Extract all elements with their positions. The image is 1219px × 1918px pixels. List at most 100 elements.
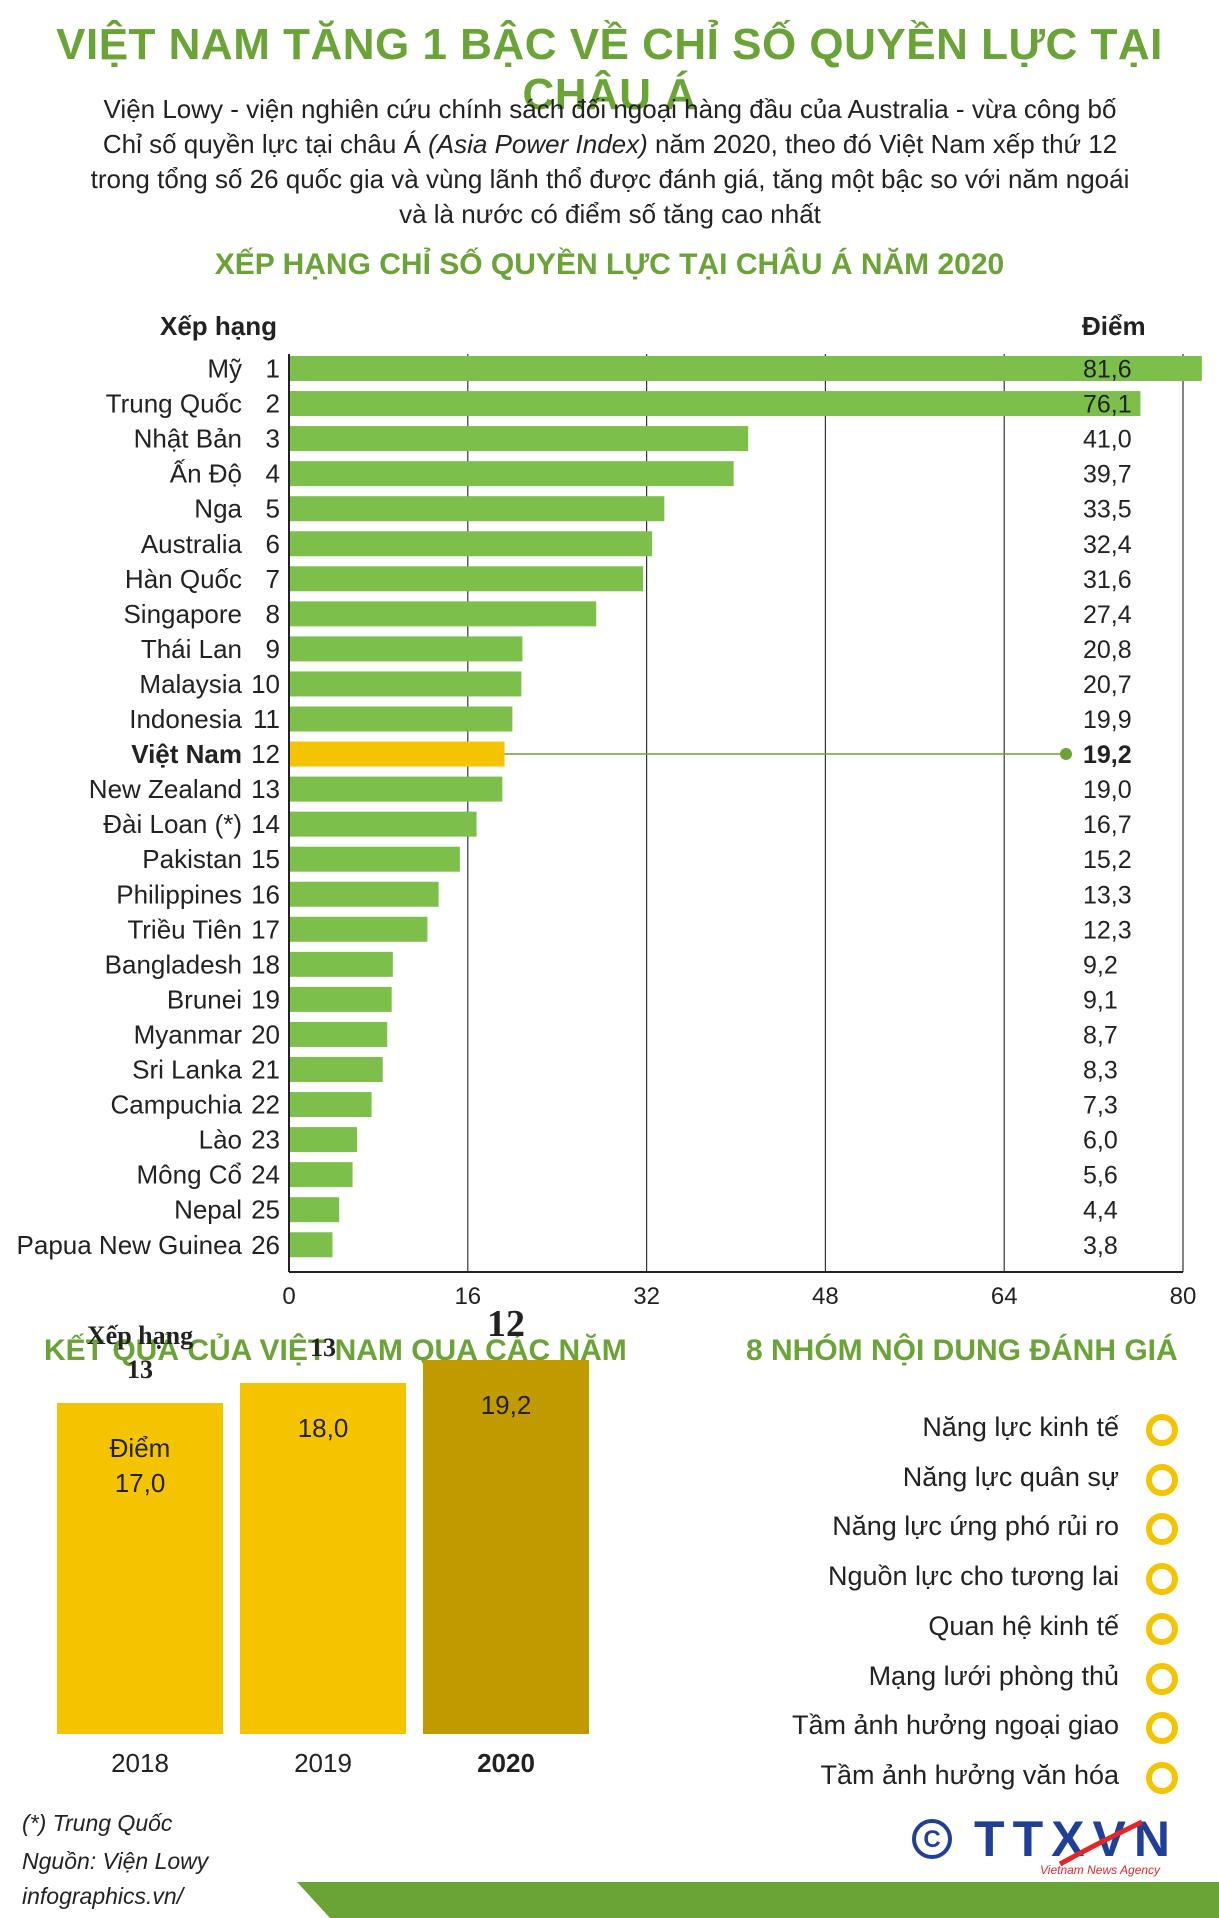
country-label: Philippines (116, 879, 242, 909)
value-label: 15,2 (1083, 846, 1132, 874)
group-item: Nguồn lực cho tương lai (827, 1561, 1119, 1592)
bar (290, 986, 392, 1012)
intro-line-3: trong tổng số 26 quốc gia và vùng lãnh t… (90, 164, 1130, 194)
country-label: Malaysia (139, 669, 242, 699)
year-rank: 12 (487, 1302, 525, 1345)
intro-line-1: Viện Lowy - viện nghiên cứu chính sách đ… (103, 94, 1117, 124)
country-label: Nepal (174, 1195, 242, 1225)
value-label: 3,8 (1083, 1232, 1118, 1260)
rank-label: 5 (266, 494, 280, 524)
bar (290, 1021, 388, 1047)
rank-label: 15 (251, 844, 280, 874)
x-tick-label: 16 (454, 1283, 481, 1310)
year-score: 19,2 (423, 1388, 589, 1423)
country-label: New Zealand (89, 774, 242, 804)
footer-bar-cut (0, 1882, 330, 1918)
value-label: 33,5 (1083, 496, 1132, 524)
year-label: 2018 (111, 1748, 169, 1778)
chart-title: XẾP HẠNG CHỈ SỐ QUYỀN LỰC TẠI CHÂU Á NĂM… (214, 248, 1005, 281)
country-label: Myanmar (134, 1019, 243, 1049)
rank-label: 18 (251, 949, 280, 979)
bar (290, 496, 665, 522)
country-label: Việt Nam (131, 739, 242, 769)
country-label: Australia (141, 529, 243, 559)
bar (290, 951, 393, 977)
intro-line-2a: Chỉ số quyền lực tại châu Á (102, 129, 429, 159)
year-bar: 19,2 (423, 1359, 589, 1734)
value-label: 19,9 (1083, 706, 1132, 734)
bar (290, 1197, 340, 1223)
country-label: Bangladesh (105, 949, 242, 979)
year-rank: 13 (310, 1333, 336, 1362)
value-label: 31,6 (1083, 566, 1132, 594)
x-tick-label: 48 (812, 1283, 839, 1310)
rank-value: 13 (127, 1354, 153, 1384)
value-label: 6,0 (1083, 1127, 1118, 1155)
year-label: 2019 (294, 1748, 352, 1778)
country-label: Thái Lan (141, 634, 242, 664)
rank-label: 17 (251, 914, 280, 944)
rank-label: 8 (266, 599, 280, 629)
group-bullet-icon (1146, 1513, 1178, 1546)
rank-label: 13 (251, 774, 280, 804)
value-label: 13,3 (1083, 881, 1132, 909)
rank-label: 9 (266, 634, 280, 664)
year-label: 2020 (477, 1748, 535, 1778)
score-value: 18,0 (297, 1413, 349, 1443)
bar (290, 846, 460, 872)
score-column-header: Điểm (1082, 311, 1146, 341)
intro-line-2i: (Asia Power Index) (428, 129, 648, 159)
country-label: Brunei (167, 984, 242, 1014)
value-label: 32,4 (1083, 531, 1132, 559)
country-label: Singapore (123, 599, 242, 629)
x-tick-label: 32 (633, 1283, 660, 1310)
value-label: 27,4 (1083, 601, 1132, 629)
svg-text:C: C (923, 1826, 940, 1853)
intro-text: Viện Lowy - viện nghiên cứu chính sách đ… (60, 92, 1160, 232)
bar (290, 636, 523, 662)
group-item: Năng lực kinh tế (922, 1412, 1119, 1442)
group-item: Quan hệ kinh tế (928, 1610, 1119, 1641)
year-score: 18,0 (240, 1411, 406, 1446)
country-label: Campuchia (110, 1090, 242, 1120)
country-label: Triều Tiên (127, 914, 242, 944)
x-tick-label: 80 (1170, 1283, 1197, 1310)
rank-column-header: Xếp hạng (160, 311, 278, 341)
value-label: 20,7 (1083, 671, 1132, 699)
bar (290, 776, 503, 802)
bar (290, 671, 522, 697)
country-label: Indonesia (129, 704, 242, 734)
logo-swoosh (1058, 1819, 1144, 1867)
country-label: Nga (194, 494, 242, 524)
country-label: Sri Lanka (132, 1055, 242, 1085)
group-item: Tầm ảnh hưởng ngoại giao (792, 1710, 1119, 1741)
rank-label: 12 (251, 739, 280, 769)
rank-label: 22 (251, 1090, 280, 1120)
bar (290, 1232, 333, 1258)
site-link[interactable]: infographics.vn/ (22, 1883, 184, 1909)
country-label: Hàn Quốc (125, 564, 242, 594)
value-label: 8,7 (1083, 1021, 1118, 1049)
group-bullet-icon (1146, 1414, 1178, 1446)
value-label: 41,0 (1083, 426, 1132, 454)
highlight-dot (1060, 748, 1072, 761)
rank-label: 16 (251, 879, 280, 909)
bar (290, 356, 1202, 381)
bar (290, 531, 653, 557)
x-tick-label: 0 (282, 1283, 295, 1310)
value-label: 12,3 (1083, 916, 1132, 944)
score-value: 19,2 (480, 1389, 532, 1420)
bar (290, 811, 477, 837)
country-label: Trung Quốc (106, 389, 242, 419)
rank-label: 11 (253, 704, 280, 734)
value-label: 9,2 (1083, 951, 1118, 979)
score-label: Điểm (109, 1432, 171, 1463)
year-rank: Xếp hạng 13 (57, 1319, 223, 1387)
bar (290, 706, 513, 732)
country-label: Đài Loan (*) (103, 809, 242, 839)
rank-label: 7 (266, 564, 280, 594)
value-label: 5,6 (1083, 1162, 1118, 1190)
bar (290, 461, 734, 487)
intro-line-2b: năm 2020, theo đó Việt Nam xếp thứ 12 (647, 129, 1118, 159)
